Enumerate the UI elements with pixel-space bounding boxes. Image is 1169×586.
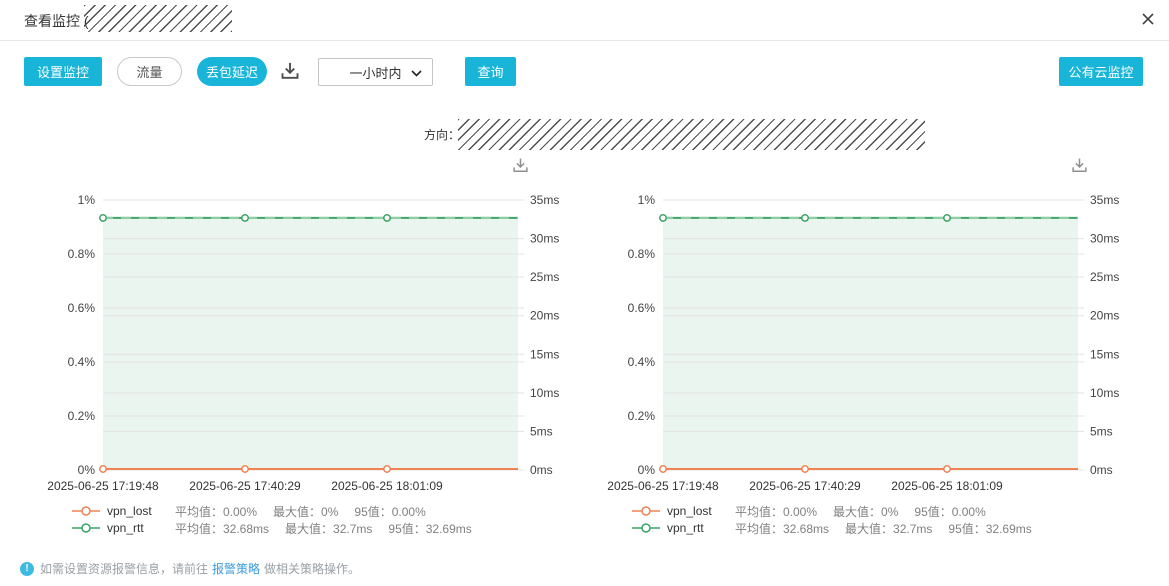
alarm-hint: ! 如需设置资源报警信息，请前往 报警策略 做相关策略操作。: [20, 560, 360, 577]
dialog-header: 查看监控 (: [0, 0, 1169, 41]
legend-series-stats: 平均值：32.68ms 最大值：32.7ms 95值：32.69ms: [735, 521, 1032, 536]
loss-delay-chart-1: 1% 0.8% 0.6% 0.4% 0.2% 0% 35ms 30ms 25ms 20ms 15ms…: [47, 193, 559, 493]
svg-text:0ms: 0ms: [530, 463, 553, 477]
legend-series-name: vpn_lost: [667, 504, 712, 518]
legend-row[interactable]: vpn_rtt 平均值：32.68ms 最大值：32.7ms 95值：32.69ms: [632, 520, 1048, 536]
chevron-down-icon: [411, 70, 422, 77]
traffic-tab-button[interactable]: 流量: [117, 57, 182, 86]
svg-text:0.2%: 0.2%: [628, 409, 656, 423]
svg-text:2025-06-25 17:19:48: 2025-06-25 17:19:48: [607, 479, 719, 493]
svg-text:25ms: 25ms: [1090, 270, 1119, 284]
loss-delay-tab-button[interactable]: 丢包延迟: [197, 57, 267, 86]
chart-legend-1: vpn_lost 平均值：0.00% 最大值：0% 95值：0.00% vpn_rtt 平…: [72, 503, 488, 537]
redacted-direction-value: [458, 119, 925, 150]
legend-series-name: vpn_rtt: [667, 521, 704, 535]
alarm-hint-text-before: 如需设置资源报警信息，请前往: [40, 562, 209, 576]
legend-row[interactable]: vpn_lost 平均值：0.00% 最大值：0% 95值：0.00%: [72, 503, 488, 519]
svg-text:2025-06-25 18:01:09: 2025-06-25 18:01:09: [331, 479, 443, 493]
chart-legend-2: vpn_lost 平均值：0.00% 最大值：0% 95值：0.00% vpn_rtt 平…: [632, 503, 1048, 537]
svg-text:15ms: 15ms: [530, 347, 559, 361]
loss-delay-chart-2: 1% 0.8% 0.6% 0.4% 0.2% 0% 35ms 30ms 25ms 20ms 15ms…: [607, 193, 1119, 493]
svg-text:10ms: 10ms: [1090, 386, 1119, 400]
svg-text:35ms: 35ms: [530, 193, 559, 207]
svg-text:2025-06-25 18:01:09: 2025-06-25 18:01:09: [891, 479, 1003, 493]
svg-text:0.8%: 0.8%: [68, 247, 96, 261]
svg-text:0.4%: 0.4%: [68, 355, 96, 369]
svg-text:2025-06-25 17:40:29: 2025-06-25 17:40:29: [189, 479, 301, 493]
info-icon: !: [20, 561, 34, 576]
svg-text:20ms: 20ms: [530, 309, 559, 323]
svg-text:0%: 0%: [78, 463, 96, 477]
svg-text:0ms: 0ms: [1090, 463, 1113, 477]
time-range-value: 一小时内: [349, 65, 402, 81]
time-range-select[interactable]: 一小时内: [318, 58, 433, 86]
svg-text:1%: 1%: [638, 193, 656, 207]
redacted-title-text: [84, 5, 232, 32]
dialog-title: 查看监控 (: [24, 13, 89, 29]
legend-series-name: vpn_lost: [107, 504, 152, 518]
svg-text:0%: 0%: [638, 463, 656, 477]
alarm-hint-text-after: 做相关策略操作。: [264, 562, 361, 576]
download-icon[interactable]: [280, 61, 300, 81]
legend-series-stats: 平均值：0.00% 最大值：0% 95值：0.00%: [175, 504, 426, 519]
svg-text:0.8%: 0.8%: [628, 247, 656, 261]
legend-marker-icon: [632, 506, 660, 516]
svg-text:30ms: 30ms: [530, 232, 559, 246]
legend-row[interactable]: vpn_lost 平均值：0.00% 最大值：0% 95值：0.00%: [632, 503, 1048, 519]
svg-text:5ms: 5ms: [1090, 424, 1113, 438]
legend-marker-icon: [72, 506, 100, 516]
svg-text:10ms: 10ms: [530, 386, 559, 400]
svg-text:0.6%: 0.6%: [68, 301, 96, 315]
svg-text:30ms: 30ms: [1090, 232, 1119, 246]
svg-text:0.6%: 0.6%: [628, 301, 656, 315]
chart-download-icon[interactable]: [512, 157, 529, 174]
chart-download-icon[interactable]: [1071, 157, 1088, 174]
svg-text:5ms: 5ms: [530, 424, 553, 438]
legend-series-stats: 平均值：32.68ms 最大值：32.7ms 95值：32.69ms: [175, 521, 472, 536]
svg-text:25ms: 25ms: [530, 270, 559, 284]
legend-row[interactable]: vpn_rtt 平均值：32.68ms 最大值：32.7ms 95值：32.69ms: [72, 520, 488, 536]
svg-text:0.4%: 0.4%: [628, 355, 656, 369]
legend-marker-icon: [72, 523, 100, 533]
legend-series-name: vpn_rtt: [107, 521, 144, 535]
svg-text:0.2%: 0.2%: [68, 409, 96, 423]
svg-text:15ms: 15ms: [1090, 347, 1119, 361]
direction-label: 方向：: [424, 128, 461, 142]
public-cloud-monitor-button[interactable]: 公有云监控: [1059, 57, 1143, 86]
alarm-policy-link[interactable]: 报警策略: [212, 562, 261, 576]
set-monitor-button[interactable]: 设置监控: [24, 57, 102, 86]
svg-text:1%: 1%: [78, 193, 96, 207]
close-icon[interactable]: [1140, 11, 1156, 27]
legend-series-stats: 平均值：0.00% 最大值：0% 95值：0.00%: [735, 504, 986, 519]
query-button[interactable]: 查询: [465, 57, 516, 86]
svg-text:2025-06-25 17:40:29: 2025-06-25 17:40:29: [749, 479, 861, 493]
svg-text:2025-06-25 17:19:48: 2025-06-25 17:19:48: [47, 479, 159, 493]
svg-text:35ms: 35ms: [1090, 193, 1119, 207]
legend-marker-icon: [632, 523, 660, 533]
svg-text:20ms: 20ms: [1090, 309, 1119, 323]
